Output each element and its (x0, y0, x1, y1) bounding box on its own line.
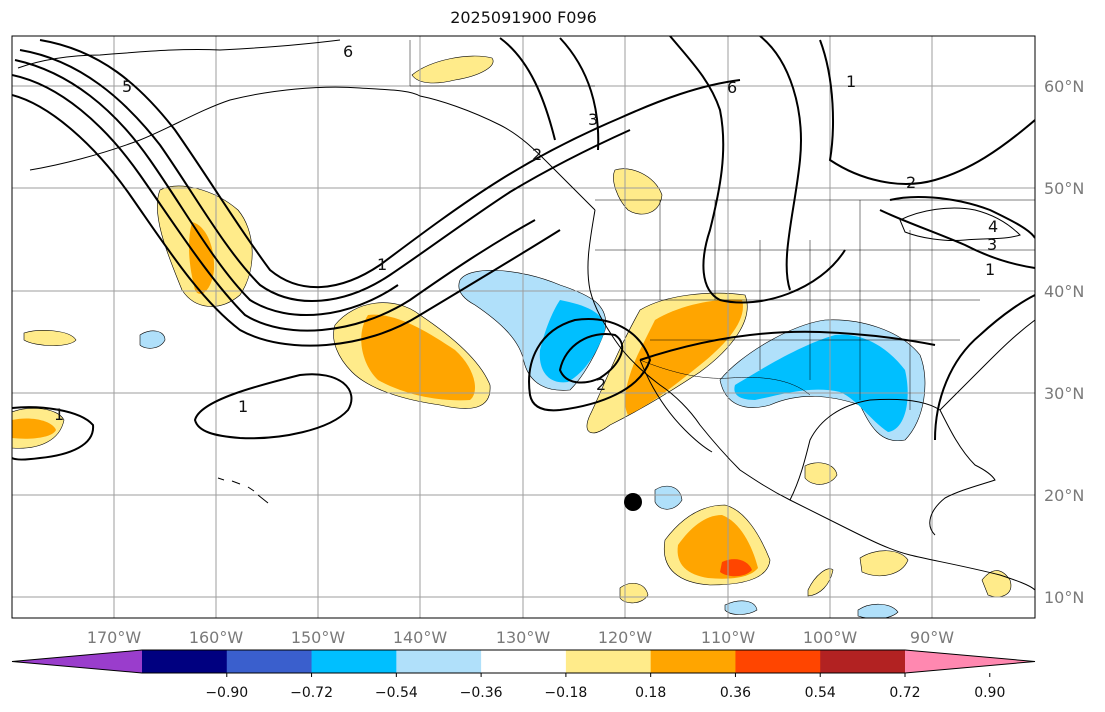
lat-tick-label: 50°N (1044, 179, 1084, 198)
colorbar-tick-label: −0.18 (544, 685, 587, 701)
colorbar-tick-label: 0.54 (805, 685, 836, 701)
colorbar: −0.90 −0.72 −0.54 −0.36 −0.18 0.18 0.36 0.54 0.7… (11, 649, 1036, 701)
colorbar-tick-label: −0.90 (205, 685, 248, 701)
lon-tick-label: 120°W (598, 628, 653, 647)
colorbar-segment (311, 650, 397, 673)
colorbar-segment (820, 650, 906, 673)
colorbar-tick-label: −0.72 (290, 685, 333, 701)
colorbar-tick-label: −0.54 (375, 685, 418, 701)
contour-label: 6 (343, 42, 353, 61)
colorbar-tick-label: 0.18 (635, 685, 666, 701)
lat-tick-label: 40°N (1044, 282, 1084, 301)
colorbar-segment (226, 650, 313, 673)
storm-position-marker (624, 493, 642, 511)
plot-frame (11, 35, 1036, 619)
map-title: 2025091900 F096 (450, 8, 597, 27)
colorbar-tick-label: 0.36 (720, 685, 751, 701)
contour-label: 1 (54, 405, 64, 424)
contour-label: 4 (988, 217, 998, 236)
lon-tick-label: 170°W (87, 628, 142, 647)
contour-label: 6 (727, 78, 737, 97)
colorbar-tick-label: 0.72 (889, 685, 920, 701)
contour-label: 3 (987, 235, 997, 254)
longitude-axis: 170°W 160°W 150°W 140°W 130°W 120°W 110°… (87, 628, 954, 647)
colorbar-segment (142, 650, 228, 673)
colorbar-tick-label: 0.90 (974, 685, 1005, 701)
colorbar-extend-low (12, 650, 142, 673)
colorbar-extend-high (905, 650, 1035, 673)
lat-tick-label: 30°N (1044, 384, 1084, 403)
contour-label: 1 (238, 397, 248, 416)
contour-label: 2 (906, 173, 916, 192)
colorbar-segment (735, 650, 821, 673)
colorbar-segment (396, 650, 482, 673)
lon-tick-label: 130°W (496, 628, 551, 647)
coastlines (17, 39, 1035, 591)
latitude-axis: 60°N 50°N 40°N 30°N 20°N 10°N (1044, 77, 1084, 607)
contour-label: 5 (122, 77, 132, 96)
graticule (12, 36, 1035, 618)
lat-tick-label: 10°N (1044, 588, 1084, 607)
lon-tick-label: 160°W (189, 628, 244, 647)
contour-label-group: 6 5 3 6 1 2 2 1 1 4 3 1 1 2 (54, 42, 998, 424)
contour-label: 1 (846, 72, 856, 91)
lon-tick-label: 100°W (803, 628, 858, 647)
colorbar-segment (650, 650, 736, 673)
contour-label: 2 (596, 375, 606, 394)
height-contours (12, 36, 1035, 461)
colorbar-outline (11, 649, 1036, 674)
lon-tick-label: 150°W (291, 628, 346, 647)
anomaly-shading (12, 55, 1012, 618)
contour-label: 1 (377, 255, 387, 274)
colorbar-segment (481, 650, 567, 673)
lon-tick-label: 140°W (393, 628, 448, 647)
lat-tick-label: 60°N (1044, 77, 1084, 96)
lon-tick-label: 90°W (910, 628, 954, 647)
lat-tick-label: 20°N (1044, 486, 1084, 505)
contour-label: 2 (532, 145, 542, 164)
colorbar-segment (565, 650, 652, 673)
colorbar-tick-label: −0.36 (460, 685, 503, 701)
contour-label: 1 (985, 260, 995, 279)
contour-label: 3 (588, 110, 598, 129)
lon-tick-label: 110°W (701, 628, 756, 647)
